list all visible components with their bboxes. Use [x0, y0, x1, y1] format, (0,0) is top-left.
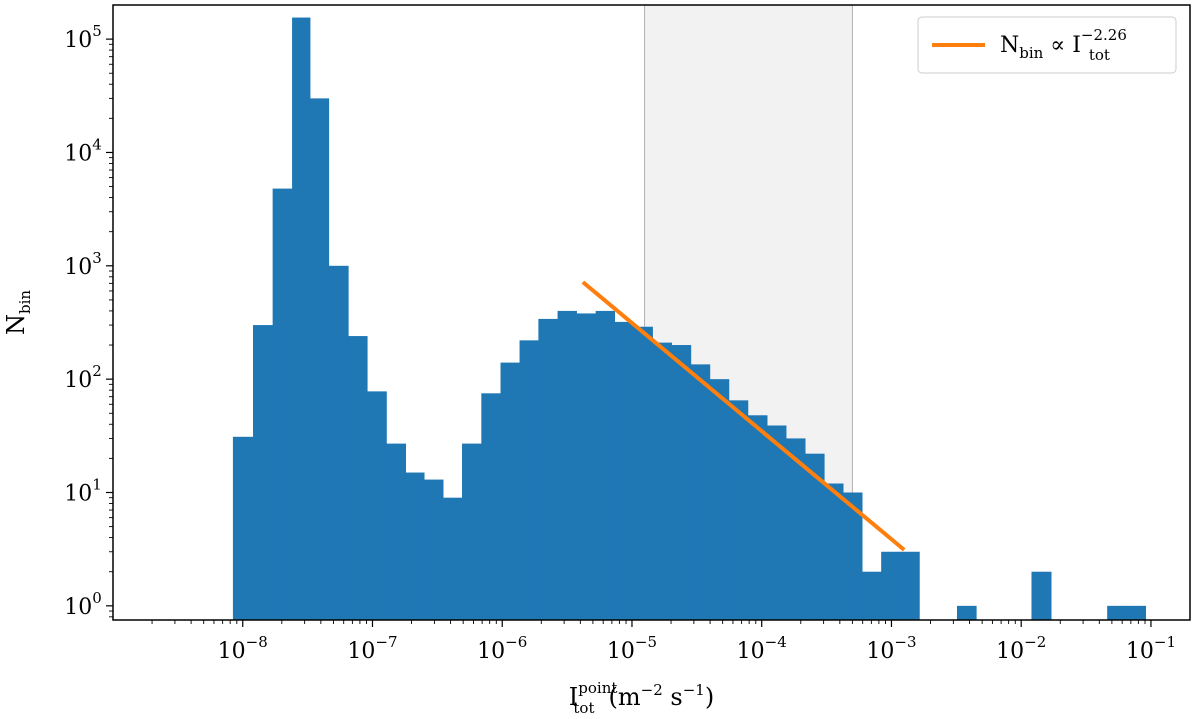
legend-fit-label: Nbin ∝ I−2.26 tot [1000, 26, 1127, 64]
histogram-bar-17 [557, 310, 577, 620]
y-tick-label-5: 105 [64, 22, 102, 53]
fit-line-layer [581, 280, 906, 552]
histogram-bar-28 [767, 425, 787, 620]
histogram-bar-4 [310, 98, 330, 621]
power-law-fit-line [581, 280, 906, 552]
histogram-bar-24 [690, 364, 711, 620]
x-axis-label: Ipoint tot (m−2 s−1) [569, 679, 714, 717]
histogram-bar-16 [538, 318, 558, 620]
y-tick-label-1: 101 [64, 475, 102, 506]
histogram-bar-32 [843, 492, 863, 620]
x-tick-label-2: 10−6 [477, 633, 527, 664]
histogram-bar-35 [900, 551, 920, 620]
y-tick-label-2: 102 [64, 362, 102, 393]
histogram-bar-14 [500, 362, 520, 620]
x-tick-label-5: 10−3 [866, 633, 916, 664]
y-tick-label-3: 103 [64, 249, 102, 280]
y-tick-label-0: 100 [64, 589, 102, 620]
x-tick-label-0: 10−8 [218, 633, 268, 664]
histogram-bar-34 [881, 551, 901, 620]
histogram-bar-36 [956, 605, 977, 620]
legend-box [917, 16, 1177, 74]
bars-layer [232, 17, 1147, 621]
histogram-bar-18 [576, 313, 597, 620]
histogram-bar-10 [424, 479, 444, 620]
legend: Nbin ∝ I−2.26 tot [917, 16, 1177, 74]
y-tick-label-4: 104 [64, 135, 102, 166]
plot-frame [112, 4, 1191, 621]
y-axis-label: Nbin [2, 290, 34, 335]
histogram-bar-22 [652, 342, 672, 620]
histogram-bar-29 [786, 438, 806, 620]
histogram-bar-38 [1107, 605, 1128, 620]
histogram-bar-39 [1126, 605, 1147, 620]
x-tick-label-4: 10−4 [737, 633, 787, 664]
histogram-bar-8 [386, 443, 407, 620]
histogram-bar-7 [367, 391, 387, 620]
histogram-bar-19 [595, 310, 616, 620]
histogram-bar-13 [481, 393, 501, 620]
histogram-bar-33 [862, 571, 882, 620]
histogram-bar-9 [405, 472, 425, 620]
histogram-bar-2 [272, 188, 293, 621]
x-tick-label-3: 10−5 [607, 633, 657, 664]
histogram-bar-0 [232, 436, 254, 620]
histogram-bar-25 [709, 379, 730, 620]
histogram-bar-11 [443, 497, 463, 620]
histogram-bar-15 [519, 340, 539, 620]
histogram-bar-3 [292, 17, 311, 620]
histogram-bar-26 [728, 400, 749, 620]
x-tick-label-7: 10−1 [1126, 633, 1176, 664]
histogram-bar-5 [328, 265, 349, 620]
ticks-layer: 10−8 10−7 10−6 10−5 10−4 10−3 10−2 10−1 100 101 10… [64, 22, 1176, 664]
histogram-bar-31 [824, 483, 844, 620]
histogram-bar-27 [747, 415, 768, 620]
x-tick-label-1: 10−7 [347, 633, 397, 664]
histogram-bar-37 [1031, 571, 1052, 620]
axes-layer [112, 4, 1191, 621]
histogram-bar-23 [671, 345, 692, 620]
histogram-bar-21 [633, 326, 653, 620]
x-tick-label-6: 10−2 [996, 633, 1046, 664]
histogram-bar-20 [614, 321, 635, 620]
histogram-bar-1 [253, 325, 274, 620]
histogram-bar-30 [805, 453, 825, 620]
histogram-bar-6 [348, 336, 368, 620]
histogram-bar-12 [462, 443, 482, 620]
